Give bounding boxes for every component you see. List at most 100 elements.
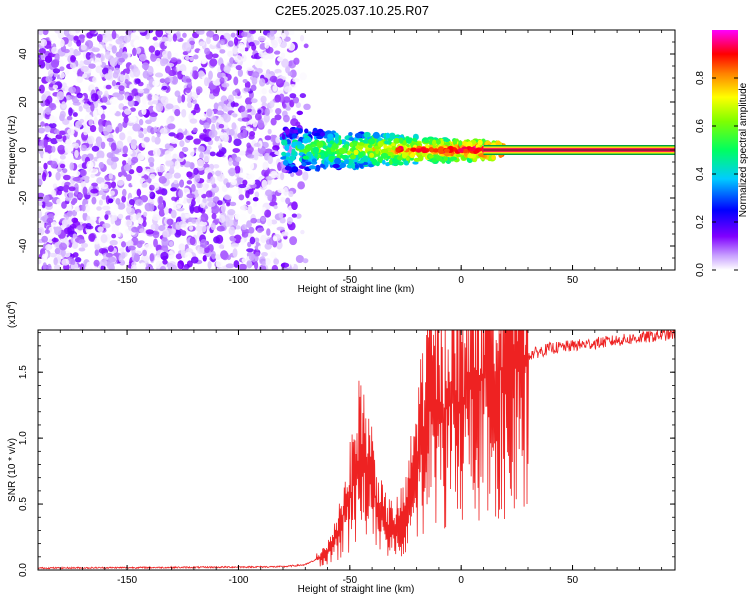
heatmap-cell: [149, 253, 155, 262]
heatmap-cell: [375, 147, 380, 155]
heatmap-cell: [105, 252, 114, 258]
heatmap-cell: [72, 177, 81, 182]
heatmap-cell: [267, 52, 275, 60]
heatmap-cell: [254, 191, 260, 198]
heatmap-cell: [127, 135, 133, 144]
heatmap-cell: [251, 77, 258, 85]
heatmap-cell: [96, 150, 105, 160]
heatmap-cell: [205, 145, 212, 150]
heatmap-cell: [72, 170, 81, 177]
heatmap-cell: [208, 70, 213, 80]
heatmap-cell: [329, 155, 334, 163]
heatmap-cell: [412, 161, 419, 165]
heatmap-cell: [154, 223, 160, 232]
heatmap-cell: [223, 65, 231, 73]
heatmap-cell: [246, 174, 252, 179]
spectrogram-ylabel: Frequency (Hz): [7, 116, 18, 185]
heatmap-cell: [192, 98, 197, 105]
heatmap-cell: [233, 260, 240, 268]
heatmap-cell: [281, 151, 287, 157]
heatmap-cell: [247, 205, 253, 215]
heatmap-cell: [104, 213, 109, 221]
heatmap-cell: [38, 106, 44, 115]
heatmap-cell: [348, 137, 355, 142]
heatmap-cell: [72, 198, 78, 204]
heatmap-cell: [152, 230, 160, 239]
heatmap-cell: [148, 184, 155, 191]
heatmap-cell: [248, 134, 255, 140]
heatmap-cell: [313, 132, 321, 137]
heatmap-cell: [160, 58, 167, 67]
heatmap-cell: [241, 117, 250, 122]
heatmap-cell: [338, 147, 347, 154]
heatmap-cell: [160, 95, 169, 105]
heatmap-cell: [153, 238, 158, 248]
colorbar-ticks: 0.0 0.2 0.4 0.6 0.8: [695, 71, 738, 277]
heatmap-cell: [158, 208, 166, 217]
heatmap-cell: [230, 237, 237, 242]
snr-panel: -150 -100 -50 0 50 0.0 0.5 1.0 1.5 Height of str…: [6, 301, 676, 595]
heatmap-cell: [264, 41, 270, 49]
heatmap-cell: [110, 142, 117, 151]
heatmap-cell: [223, 100, 229, 105]
heatmap-cell: [269, 75, 278, 83]
heatmap-cell: [125, 228, 130, 234]
heatmap-cell: [78, 247, 86, 252]
heatmap-cell: [43, 162, 48, 170]
heatmap-cell: [107, 69, 113, 76]
heatmap-cell: [295, 213, 302, 219]
heatmap-cell: [111, 80, 117, 87]
heatmap-cell: [146, 266, 155, 270]
heatmap-cell: [141, 183, 148, 188]
heatmap-cell: [195, 218, 201, 226]
heatmap-cell: [130, 139, 137, 146]
heatmap-cell: [122, 153, 128, 158]
heatmap-cell: [190, 256, 199, 264]
heatmap-cell: [74, 149, 79, 159]
heatmap-cell: [228, 226, 236, 236]
heatmap-cell: [98, 248, 106, 254]
heatmap-cell: [38, 259, 42, 265]
heatmap-cell: [181, 70, 189, 76]
heatmap-cell: [281, 139, 287, 146]
heatmap-cell: [127, 245, 136, 251]
heatmap-cell: [207, 260, 212, 270]
heatmap-cell: [142, 127, 148, 135]
heatmap-cell: [247, 241, 252, 248]
heatmap-cell: [238, 105, 246, 113]
heatmap-cell: [289, 84, 297, 89]
heatmap-cell: [47, 263, 52, 270]
heatmap-cell: [258, 51, 264, 58]
heatmap-cell: [68, 107, 73, 117]
heatmap-cell: [158, 175, 167, 184]
heatmap-cell: [112, 120, 118, 125]
heatmap-cell: [264, 108, 270, 116]
heatmap-cell: [302, 258, 309, 264]
heatmap-cell: [167, 50, 172, 60]
heatmap-cell: [247, 119, 256, 124]
colorbar-gradient: [712, 30, 738, 270]
heatmap-cell: [466, 141, 473, 148]
heatmap-cell: [385, 162, 390, 167]
heatmap-cell: [291, 148, 296, 156]
heatmap-cell: [97, 226, 104, 233]
heatmap-cell: [111, 233, 117, 239]
heatmap-cell: [155, 103, 164, 113]
heatmap-cell: [137, 219, 143, 225]
heatmap-cell: [250, 84, 257, 92]
heatmap-cell: [353, 149, 359, 156]
heatmap-cell: [273, 258, 280, 265]
heatmap-cell: [181, 267, 189, 270]
heatmap-cell: [106, 124, 113, 133]
heatmap-cell: [281, 231, 289, 237]
heatmap-cell: [230, 178, 237, 186]
heatmap-cell: [264, 135, 272, 141]
heatmap-cell: [122, 145, 129, 154]
heatmap-cell: [270, 134, 275, 143]
heatmap-cell: [411, 137, 417, 142]
heatmap-cell: [41, 253, 48, 262]
heatmap-cell: [206, 197, 214, 202]
heatmap-cell: [191, 218, 197, 224]
heatmap-cell: [269, 170, 278, 179]
heatmap-cell: [80, 181, 87, 188]
